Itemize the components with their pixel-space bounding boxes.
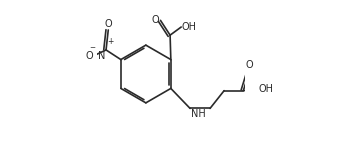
Text: +: + xyxy=(107,37,113,46)
Text: NH: NH xyxy=(191,109,206,119)
Text: −: − xyxy=(90,45,96,52)
Text: O: O xyxy=(104,19,112,29)
Text: N: N xyxy=(98,51,106,61)
Text: OH: OH xyxy=(258,84,273,94)
Text: O: O xyxy=(246,60,253,70)
Text: O: O xyxy=(85,51,93,61)
Text: O: O xyxy=(152,15,159,25)
Text: OH: OH xyxy=(182,22,197,32)
